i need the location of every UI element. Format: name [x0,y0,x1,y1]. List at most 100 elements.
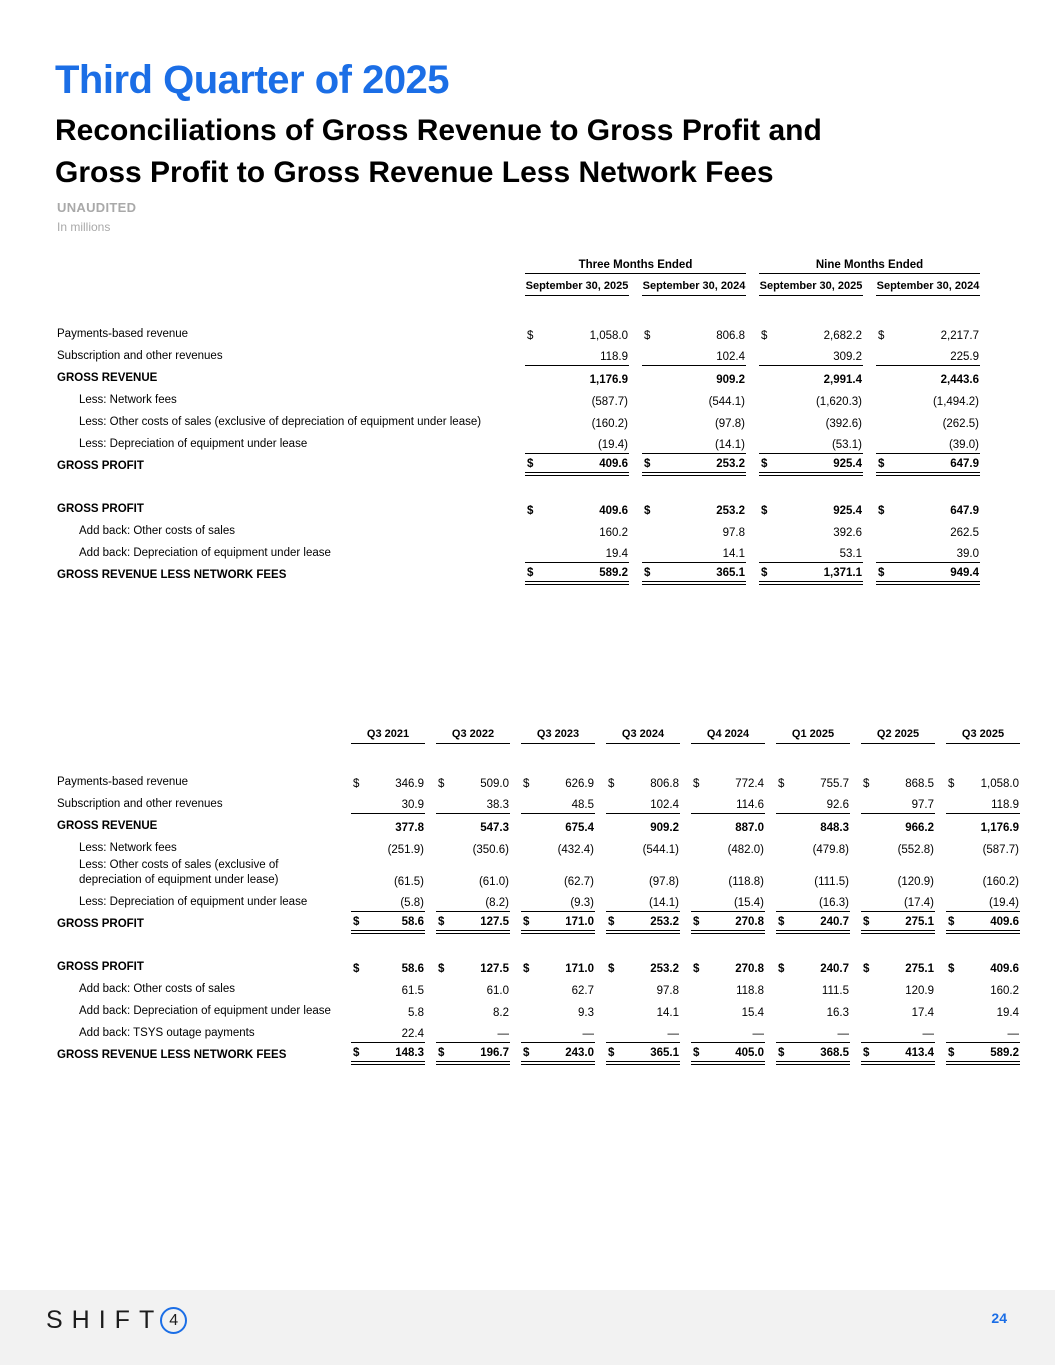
value-cell: (552.8) [861,844,935,858]
cell-value: 547.3 [480,822,509,834]
cell-value: 275.1 [905,962,934,975]
value-cell: — [521,1028,595,1043]
row-label: Less: Depreciation of equipment under le… [79,438,308,451]
table-row: GROSS PROFIT $409.6 $253.2 $925.4 $647.9 [57,497,979,519]
cell-value: 97.8 [722,527,745,539]
value-cell: 909.2 [642,374,746,388]
value-cell: $243.0 [521,1047,595,1065]
value-cell: (587.7) [525,396,629,410]
cell-value: 114.6 [736,799,764,811]
row-label: Add back: Depreciation of equipment unde… [79,1004,331,1017]
row-label: Less: Network fees [79,394,177,407]
column-header: Q3 2021 [351,728,425,744]
cell-value: 647.9 [950,458,979,470]
cell-value: 253.2 [650,962,679,975]
value-cell: 92.6 [776,799,850,814]
column-header: September 30, 2024 [642,280,746,296]
value-cell: 1,176.9 [525,374,629,388]
group-header: Three Months Ended [525,259,746,274]
value-cell: $58.6 [351,916,425,934]
dollar-sign: $ [527,567,534,579]
cell-value: — [667,1027,680,1040]
cell-value: (350.6) [472,844,509,856]
dollar-sign: $ [863,778,870,790]
cell-value: 102.4 [716,351,745,363]
value-cell: (14.1) [642,439,746,454]
value-cell: $1,371.1 [759,567,863,585]
dollar-sign: $ [608,962,615,975]
table-row: GROSS PROFIT $58.6 $127.5 $171.0 $253.2 $270.… [57,912,1020,934]
cell-value: (5.8) [400,896,424,909]
table-row: Add back: TSYS outage payments 22.4 — — — — — —… [57,1021,1020,1043]
value-cell: (15.4) [691,897,765,912]
cell-value: 2,682.2 [823,330,862,342]
cell-value: (479.8) [812,844,849,856]
dollar-sign: $ [948,915,955,928]
value-cell: (160.2) [946,876,1020,890]
dollar-sign: $ [438,915,445,928]
table-row: GROSS REVENUE 377.8 547.3 675.4 909.2 887.0 84… [57,814,1020,836]
dollar-sign: $ [948,778,955,790]
cell-value: 262.5 [950,527,979,539]
row-label: Subscription and other revenues [57,350,223,363]
dollar-sign: $ [948,962,955,975]
section-spacer [57,934,1020,955]
row-label: GROSS PROFIT [57,917,144,930]
row-label [57,272,512,274]
logo-digit-circle: 4 [160,1307,188,1334]
cell-value: 14.1 [656,1006,679,1019]
unaudited-label: UNAUDITED [57,200,137,215]
shift4-logo: SHIFT 4 [46,1306,188,1335]
value-cell: 118.8 [691,985,765,999]
value-cell: (97.8) [642,418,746,432]
cell-value: (19.4) [597,439,628,451]
value-cell: $509.0 [436,778,510,792]
value-cell: 62.7 [521,985,595,999]
value-cell: 262.5 [876,527,980,541]
cell-value: 92.6 [826,799,849,811]
dollar-sign: $ [438,1046,445,1059]
dollar-sign: $ [523,915,530,928]
table-row: Add back: Depreciation of equipment unde… [57,999,1020,1021]
table-row: Less: Depreciation of equipment under le… [57,432,980,454]
dollar-sign: $ [527,458,534,470]
value-cell: 111.5 [776,985,850,999]
value-cell: 102.4 [642,351,746,366]
cell-value: 589.2 [990,1046,1019,1059]
dollar-sign: $ [778,1046,785,1059]
cell-value: 949.4 [950,567,979,579]
cell-value: 62.7 [571,984,594,997]
value-cell: 97.8 [606,985,680,999]
cell-value: 868.5 [905,778,934,790]
dollar-sign: $ [438,962,445,975]
value-cell: 22.4 [351,1028,425,1043]
value-cell: 1,176.9 [946,822,1020,836]
row-label: Less: Network fees [79,842,177,855]
cell-value: (97.8) [714,418,745,430]
value-cell: 909.2 [606,822,680,836]
value-cell: 547.3 [436,822,510,836]
cell-value: 17.4 [911,1006,934,1019]
dollar-sign: $ [778,962,785,975]
cell-value: (61.0) [478,875,509,888]
value-cell: 675.4 [521,822,595,836]
value-cell: (544.1) [606,844,680,858]
value-cell: (9.3) [521,897,595,912]
value-cell: 8.2 [436,1007,510,1021]
value-cell: 30.9 [351,799,425,814]
value-cell: (587.7) [946,844,1020,858]
value-cell: (5.8) [351,897,425,912]
column-header: Q3 2023 [521,728,595,744]
cell-value: 365.1 [716,567,745,579]
dollar-sign: $ [644,458,651,470]
cell-value: 61.5 [401,984,424,997]
cell-value: 346.9 [395,778,424,790]
cell-value: (16.3) [818,896,849,909]
value-cell: $196.7 [436,1047,510,1065]
dollar-sign: $ [438,778,445,790]
row-label: GROSS REVENUE [57,820,158,833]
cell-value: (552.8) [897,844,934,856]
cell-value: 127.5 [480,962,509,975]
column-header-row: Q3 2021 Q3 2022 Q3 2023 Q3 2024 Q4 2024 Q1 20… [57,722,1020,744]
value-cell: $346.9 [351,778,425,792]
